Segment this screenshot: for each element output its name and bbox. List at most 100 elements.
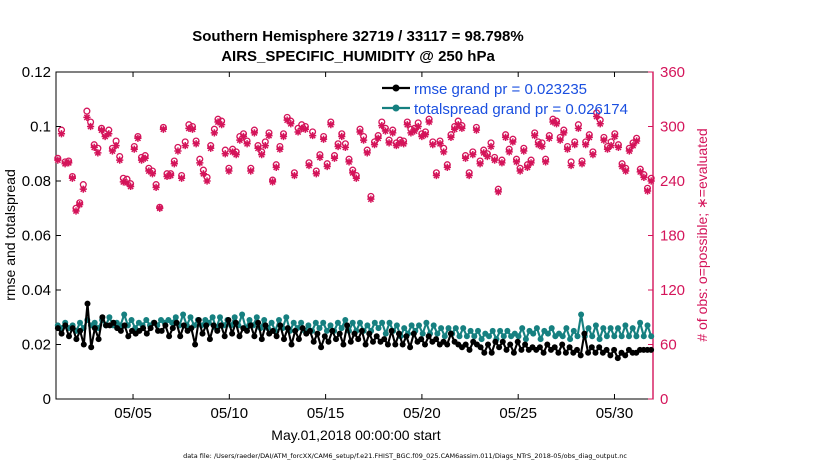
possible-obs-point <box>167 170 175 178</box>
right-y-tick-label: 180 <box>660 228 685 245</box>
rmse-point <box>507 341 514 348</box>
rmse-point <box>551 344 558 351</box>
evaluated-obs-point <box>298 124 306 132</box>
rmse-point <box>277 322 284 329</box>
possible-obs-point <box>534 138 542 146</box>
totalspread-point <box>611 333 618 340</box>
possible-obs-point <box>305 159 313 167</box>
rmse-point <box>162 322 169 329</box>
totalspread-point <box>463 333 470 340</box>
possible-obs-point <box>494 185 502 193</box>
totalspread-point <box>276 317 282 323</box>
possible-obs-point <box>250 126 258 134</box>
rmse-point <box>333 336 339 343</box>
rmse-point <box>110 319 117 326</box>
rmse-point <box>117 327 124 334</box>
evaluated-obs-point <box>538 142 546 151</box>
data-file-footnote: data file: /Users/raeder/DAI/ATM_forcXX/… <box>183 452 627 460</box>
rmse-point <box>62 322 69 329</box>
totalspread-point <box>475 327 481 334</box>
possible-obs-point <box>480 146 488 154</box>
totalspread-point <box>640 333 647 340</box>
evaluated-obs-point <box>116 156 124 164</box>
rmse-point <box>192 341 199 348</box>
rmse-point <box>273 333 280 340</box>
possible-obs-point <box>593 109 601 117</box>
rmse-point <box>284 325 291 332</box>
possible-obs-point <box>76 199 84 207</box>
rmse-point <box>358 327 365 334</box>
rmse-point <box>225 317 232 323</box>
rmse-point <box>54 325 61 332</box>
rmse-point <box>99 314 106 321</box>
rmse-point <box>510 349 517 356</box>
rmse-point <box>80 341 87 348</box>
evaluated-obs-point <box>65 159 73 167</box>
rmse-point <box>499 338 506 345</box>
rmse-point <box>151 319 158 326</box>
possible-obs-point <box>618 160 626 168</box>
rmse-point <box>292 327 299 334</box>
possible-obs-point <box>188 122 197 131</box>
totalspread-point <box>371 319 378 326</box>
possible-obs-point <box>520 144 528 152</box>
rmse-point <box>355 336 362 343</box>
right-y-tick-label: 120 <box>660 282 685 299</box>
rmse-point <box>544 341 551 348</box>
possible-obs-point <box>389 126 397 134</box>
totalspread-point <box>283 314 290 321</box>
chart-subtitle: AIRS_SPECIFIC_HUMIDITY @ 250 hPa <box>221 48 495 65</box>
possible-obs-point <box>72 204 80 212</box>
rmse-point <box>351 330 358 337</box>
legend-rmse-label: rmse grand pr = 0.023235 <box>414 81 587 98</box>
totalspread-series <box>54 311 655 343</box>
possible-obs-point <box>345 155 353 163</box>
possible-obs-point <box>101 130 109 138</box>
possible-obs-point <box>625 144 633 152</box>
evaluated-obs-point <box>487 142 495 151</box>
rmse-point <box>485 341 491 348</box>
possible-obs-point <box>54 154 62 162</box>
rmse-point <box>384 341 391 348</box>
rmse-series <box>54 300 655 362</box>
x-tick-label: 05/30 <box>596 405 634 422</box>
totalspread-point <box>239 311 246 318</box>
possible-obs-point <box>112 137 120 145</box>
possible-obs-point <box>509 135 517 143</box>
evaluated-obs-point <box>86 122 95 131</box>
rmse-point <box>466 346 473 353</box>
possible-obs-point <box>491 153 499 161</box>
possible-obs-point <box>87 118 95 126</box>
rmse-point <box>611 346 618 353</box>
possible-obs-point <box>218 117 226 125</box>
evaluated-obs-point <box>181 141 189 150</box>
possible-obs-point <box>79 181 87 189</box>
totalspread-point <box>497 327 504 334</box>
rmse-point <box>588 344 595 351</box>
rmse-point <box>177 333 184 340</box>
rmse-point <box>95 336 102 343</box>
possible-obs-point <box>545 132 553 140</box>
possible-obs-point <box>57 126 66 134</box>
possible-obs-point <box>283 113 291 121</box>
possible-obs-point <box>418 130 426 138</box>
evaluated-obs-point <box>57 130 66 138</box>
totalspread-point <box>589 333 596 340</box>
evaluated-obs-point <box>68 174 76 182</box>
right-y-tick-label: 360 <box>660 64 685 81</box>
possible-obs-point <box>542 155 550 163</box>
possible-obs-point <box>309 128 317 136</box>
rmse-point <box>407 344 414 351</box>
rmse-point <box>321 333 328 340</box>
rmse-point <box>447 330 454 337</box>
rmse-point <box>299 325 306 332</box>
totalspread-point <box>567 336 574 343</box>
possible-obs-point <box>374 132 382 140</box>
possible-obs-point <box>232 148 240 156</box>
possible-obs-point <box>567 158 575 166</box>
rmse-point <box>121 322 128 329</box>
left-y-tick-label: 0.02 <box>22 337 51 354</box>
totalspread-point <box>253 314 260 321</box>
rmse-point <box>492 338 499 345</box>
rmse-point <box>143 330 150 337</box>
